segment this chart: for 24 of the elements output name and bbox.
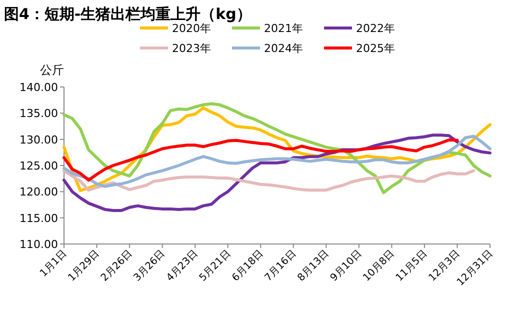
y-tick-label: 115.00: [20, 212, 58, 225]
x-tick-label: 11月5日: [394, 248, 430, 284]
legend-label: 2020年: [172, 22, 211, 35]
x-tick-label: 3月26日: [132, 248, 168, 284]
y-tick-label: 140.00: [20, 81, 58, 94]
x-tick-label: 6月18日: [230, 248, 266, 284]
y-tick-label: 135.00: [20, 107, 58, 120]
x-tick-label: 5月21日: [198, 248, 233, 284]
y-axis-title: 公斤: [40, 63, 64, 77]
y-tick-label: 125.00: [20, 160, 58, 172]
line-series: [62, 134, 492, 188]
legend-label: 2023年: [172, 42, 211, 55]
legend-label: 2024年: [264, 42, 303, 55]
x-tick-label: 4月23日: [164, 248, 200, 284]
y-tick-label: 120.00: [20, 186, 58, 199]
y-tick-label: 130.00: [20, 133, 58, 146]
line-series: [62, 169, 476, 192]
legend-label: 2022年: [356, 22, 395, 35]
x-tick-label: 2月26日: [99, 248, 135, 284]
legend-label: 2021年: [264, 22, 303, 35]
chart-title: 图4：短期-生猪出栏均重上升（kg）: [4, 5, 252, 23]
y-tick-label: 110.00: [20, 238, 58, 251]
line-series: [62, 138, 459, 182]
legend-label: 2025年: [356, 42, 395, 55]
